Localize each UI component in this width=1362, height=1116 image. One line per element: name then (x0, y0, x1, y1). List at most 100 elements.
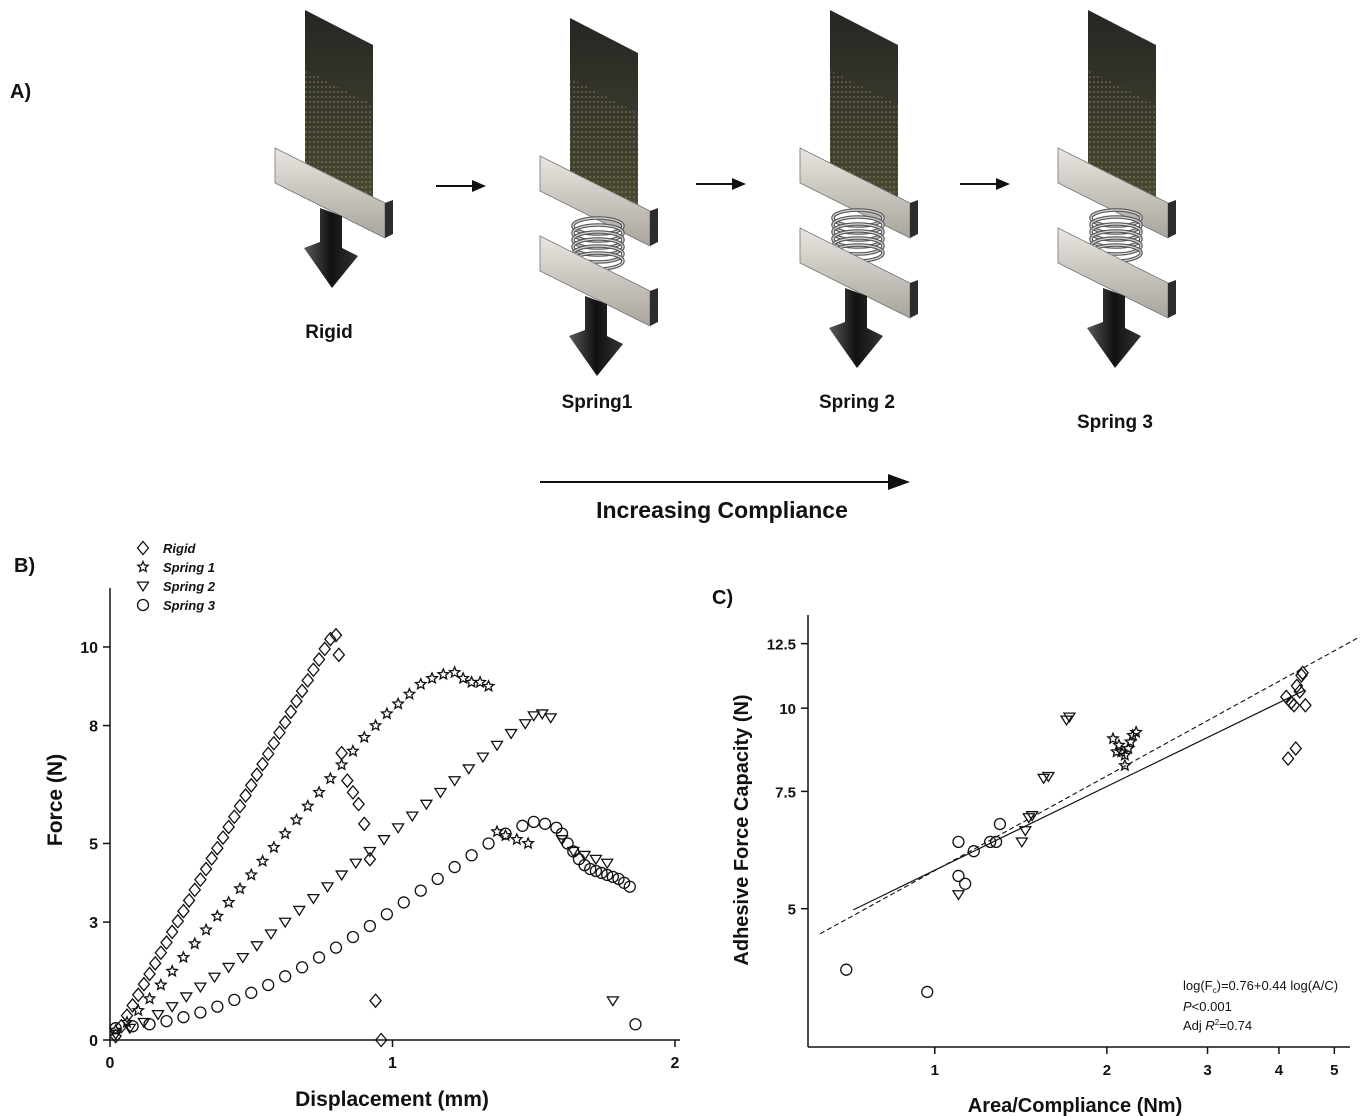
panel-b-x-tick-label: 0 (106, 1055, 115, 1072)
panel-c-point-diamond (1287, 697, 1301, 713)
panel-b-point-diamond (137, 976, 151, 992)
panel-b-point-circle (380, 908, 394, 921)
panel-b-point-triangle-down (419, 799, 434, 811)
bottom-plate-edge (910, 280, 918, 318)
panel-b-point-star (357, 730, 372, 744)
panel-b-force-displacement-chart: B) 0 1 2 0 3 5 8 10 Rigid Spring 1 Spring 2 Spring… (14, 540, 680, 1111)
panel-b-point-star (278, 826, 293, 840)
panel-c-point-circle (984, 835, 997, 848)
legend-label: Spring 2 (163, 579, 216, 594)
panel-b-point-triangle-down (577, 850, 592, 862)
panel-b-point-triangle-down (165, 1002, 179, 1013)
panel-b-point-star (436, 667, 451, 681)
panel-b-point-triangle-down (391, 823, 405, 834)
panel-b-point-circle (262, 978, 275, 992)
step-arrow-head (732, 178, 746, 190)
panel-b-point-diamond (227, 809, 241, 825)
panel-b-point-diamond (188, 882, 202, 898)
panel-c-point-triangle-down (951, 890, 966, 901)
panel-b-point-triangle-down (207, 972, 222, 984)
panel-b-point-diamond (222, 819, 236, 835)
panel-c-y-tick-label: 5 (788, 902, 796, 919)
setup-label: Spring 2 (819, 392, 895, 413)
panel-b-point-triangle-down (447, 776, 462, 787)
regression-line-dashed (819, 637, 1359, 935)
panel-c-point-circle (952, 869, 965, 883)
panel-b-point-triangle-down (490, 740, 504, 752)
panel-b-point-star (379, 706, 394, 720)
panel-b-point-circle (126, 1020, 139, 1033)
spring-coil-highlight (832, 209, 884, 227)
panel-b-point-diamond (143, 966, 156, 982)
panel-b-point-star (334, 757, 349, 771)
panel-b-point-star (289, 812, 304, 826)
setup-2: Spring1 (539, 18, 658, 413)
legend-label: Spring 3 (163, 598, 216, 613)
panel-b-point-circle (397, 896, 410, 909)
panel-b-point-diamond (307, 662, 320, 678)
panel-b-point-triangle-down (363, 846, 377, 858)
panel-b-point-diamond (160, 935, 173, 951)
panel-b-point-diamond (120, 1008, 134, 1024)
panel-b-point-star (425, 671, 439, 685)
panel-b-point-circle (595, 866, 608, 880)
panel-b-point-diamond (374, 1032, 388, 1048)
panel-b-point-diamond (290, 693, 303, 709)
panel-b-point-diamond (126, 997, 139, 1013)
panel-b-point-circle (431, 872, 444, 886)
panel-b-point-diamond (329, 627, 343, 643)
panel-b-point-circle (177, 1011, 190, 1024)
panel-b-point-star (165, 964, 180, 978)
load-arrow-icon (829, 288, 883, 368)
setup-1: Rigid (274, 10, 393, 343)
setup-4: Spring 3 (1057, 10, 1176, 433)
panel-b-point-diamond (323, 631, 337, 647)
panel-c-point-diamond (1299, 697, 1312, 713)
load-arrow-icon (1087, 288, 1141, 368)
panel-b-point-triangle-down (462, 764, 476, 775)
panel-b-point-star (187, 936, 202, 950)
panel-b-point-circle (346, 930, 360, 944)
panel-b-point-star (210, 909, 225, 922)
panel-b-point-circle (555, 827, 569, 840)
panel-b-point-triangle-down (334, 870, 349, 882)
panel-b-y-tick-label: 10 (80, 640, 98, 657)
panel-b-point-triangle-down (193, 982, 208, 994)
panel-c-point-star (1109, 744, 1124, 758)
panel-b-y-axis-label: Force (N) (44, 754, 67, 846)
panel-b-point-diamond (256, 756, 269, 772)
setup-illustrations: Rigid Spring1 Spring 2 Spring 3 (274, 10, 1176, 433)
panel-b-point-star (233, 881, 247, 895)
panel-b-point-diamond (239, 788, 252, 804)
panel-b-point-star (108, 1023, 123, 1036)
panel-b-point-diamond (233, 798, 247, 814)
panel-b-point-diamond (148, 955, 162, 971)
panel-b-point-triangle-down (137, 1017, 151, 1029)
panel-b-point-triangle-down (600, 858, 614, 870)
spring-coil-highlight (572, 231, 624, 249)
panel-c-point-triangle-down (1041, 771, 1056, 783)
panel-b-point-diamond (352, 796, 365, 812)
bottom-plate-edge (1168, 280, 1176, 318)
top-plate-edge (910, 200, 918, 238)
panel-b-point-circle (538, 817, 552, 830)
panel-c-point-circle (993, 817, 1007, 831)
panel-b-point-diamond (199, 861, 213, 877)
panel-b-point-diamond (194, 872, 207, 888)
legend-marker-diamond (136, 540, 150, 556)
panel-b-point-diamond (182, 892, 196, 908)
regression-line-solid (852, 689, 1306, 911)
panel-b-point-circle (629, 1018, 642, 1031)
panel-b-point-diamond (273, 725, 286, 741)
panel-b-point-star (266, 840, 281, 854)
panel-b-point-star (498, 828, 513, 842)
panel-c-point-triangle-down (1018, 826, 1033, 837)
panel-b-point-diamond (250, 767, 264, 783)
panel-b-point-star (131, 1003, 146, 1017)
panel-b-point-triangle-down (606, 996, 620, 1007)
load-arrow-icon (569, 296, 623, 376)
panel-b-point-triangle-down (518, 719, 532, 730)
panel-b-point-triangle-down (151, 1009, 165, 1021)
panel-c-point-diamond (1296, 665, 1309, 681)
spring-coil-highlight (832, 223, 884, 241)
